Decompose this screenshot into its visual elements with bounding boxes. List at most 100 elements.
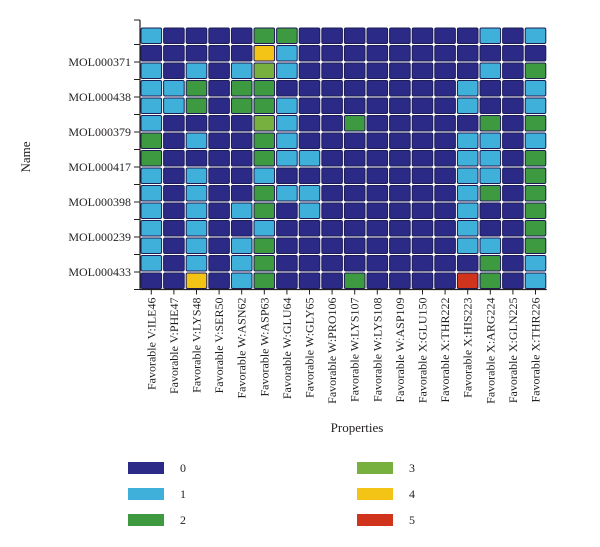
heatmap-cell (502, 132, 524, 149)
heatmap-cell (456, 150, 479, 167)
heatmap-cell (140, 272, 163, 289)
heatmap-cell (298, 185, 321, 202)
heatmap-cell (140, 62, 163, 79)
heatmap-cell (366, 132, 389, 149)
x-tick-label: Favorable X:THR226 (529, 298, 543, 403)
heatmap-cell (411, 167, 434, 184)
heatmap-cell (479, 27, 502, 44)
heatmap-cell (479, 167, 502, 184)
heatmap-cell (434, 150, 456, 167)
heatmap-cell (140, 27, 163, 44)
heatmap-cell (389, 80, 411, 97)
x-axis-title: Properties (331, 420, 384, 435)
heatmap-cell (298, 272, 321, 289)
heatmap-cell (502, 62, 524, 79)
heatmap-cell (276, 97, 298, 114)
heatmap-cell (276, 185, 298, 202)
heatmap-cell (524, 255, 547, 272)
heatmap-cell (479, 237, 502, 254)
heatmap-cell (185, 132, 208, 149)
heatmap-cell (456, 220, 479, 237)
legend-label: 2 (180, 513, 186, 527)
heatmap-cell (230, 150, 253, 167)
heatmap-cell (208, 202, 230, 219)
heatmap-cell (140, 185, 163, 202)
heatmap-cell (479, 115, 502, 132)
heatmap-cell (524, 237, 547, 254)
heatmap-cell (140, 150, 163, 167)
heatmap-cell (321, 132, 343, 149)
heatmap-cell (321, 27, 343, 44)
heatmap-cell (253, 167, 276, 184)
heatmap-cell (456, 97, 479, 114)
heatmap-cell (253, 220, 276, 237)
heatmap-cell (298, 220, 321, 237)
x-tick-label: Favorable V:SER50 (212, 298, 226, 394)
heatmap-cell (479, 272, 502, 289)
heatmap-cell (185, 220, 208, 237)
heatmap-cell (276, 80, 298, 97)
legend-label: 0 (180, 461, 186, 475)
heatmap-cell (366, 167, 389, 184)
heatmap-cell (389, 115, 411, 132)
heatmap-cell (321, 62, 343, 79)
y-tick-label: MOL000398 (68, 195, 131, 209)
heatmap-cell (253, 45, 276, 62)
heatmap-cell (253, 272, 276, 289)
heatmap-cells (140, 27, 547, 289)
heatmap-cell (411, 220, 434, 237)
heatmap-cell (140, 45, 163, 62)
heatmap-cell (163, 132, 185, 149)
heatmap-cell (389, 97, 411, 114)
heatmap-cell (479, 80, 502, 97)
heatmap-cell (411, 97, 434, 114)
heatmap-cell (366, 272, 389, 289)
heatmap-cell (276, 45, 298, 62)
heatmap-cell (502, 80, 524, 97)
heatmap-cell (366, 255, 389, 272)
heatmap-cell (456, 132, 479, 149)
heatmap-cell (163, 97, 185, 114)
heatmap-cell (208, 272, 230, 289)
heatmap-cell (230, 185, 253, 202)
heatmap-cell (479, 62, 502, 79)
heatmap-cell (253, 62, 276, 79)
x-tick-label: Favorable X:GLU150 (416, 298, 430, 404)
legend-swatch (128, 514, 164, 526)
heatmap-cell (389, 27, 411, 44)
heatmap-cell (434, 185, 456, 202)
heatmap-cell (230, 202, 253, 219)
heatmap-cell (524, 150, 547, 167)
x-tick-label: Favorable X:HIS223 (461, 298, 475, 398)
heatmap-cell (434, 167, 456, 184)
legend-label: 1 (180, 487, 186, 501)
heatmap-cell (343, 202, 366, 219)
heatmap-cell (366, 237, 389, 254)
heatmap-cell (524, 132, 547, 149)
heatmap-cell (298, 237, 321, 254)
heatmap-cell (163, 115, 185, 132)
heatmap-cell (253, 115, 276, 132)
heatmap-cell (434, 237, 456, 254)
heatmap-cell (230, 272, 253, 289)
heatmap-cell (185, 272, 208, 289)
heatmap-cell (253, 150, 276, 167)
heatmap-cell (434, 80, 456, 97)
heatmap-cell (185, 97, 208, 114)
x-tick-label: Favorable W:ASN62 (235, 298, 249, 399)
heatmap-cell (276, 115, 298, 132)
heatmap-cell (185, 115, 208, 132)
heatmap-cell (411, 272, 434, 289)
heatmap-cell (298, 80, 321, 97)
heatmap-cell (479, 132, 502, 149)
heatmap-cell (230, 237, 253, 254)
heatmap-cell (185, 237, 208, 254)
heatmap-cell (185, 45, 208, 62)
heatmap-cell (524, 45, 547, 62)
heatmap-cell (366, 150, 389, 167)
heatmap-cell (434, 202, 456, 219)
heatmap-cell (502, 237, 524, 254)
heatmap-cell (276, 150, 298, 167)
heatmap-cell (163, 27, 185, 44)
heatmap-cell (366, 115, 389, 132)
